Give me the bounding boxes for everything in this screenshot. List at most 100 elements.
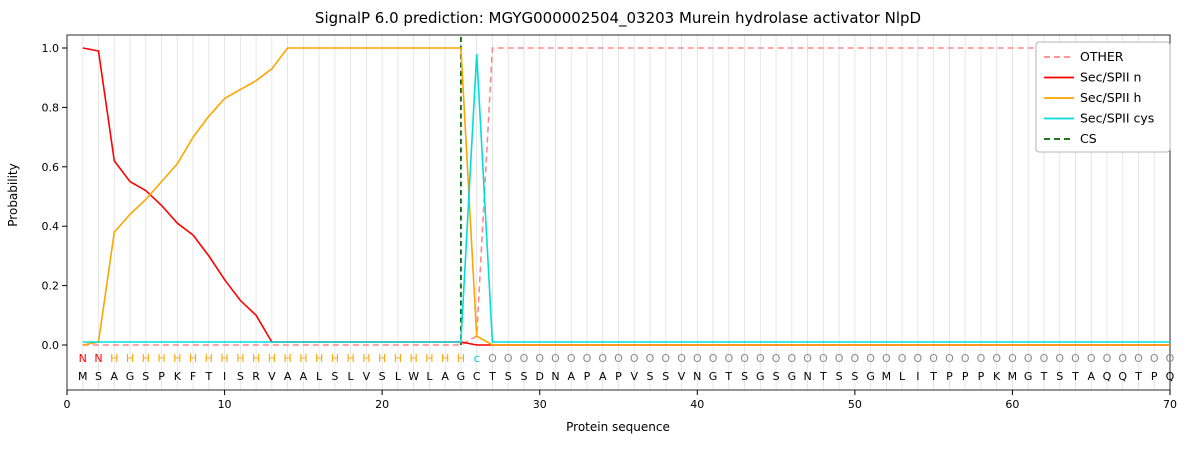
region-label: O: [1103, 352, 1112, 365]
region-label: N: [94, 352, 102, 365]
residue-letter: S: [505, 370, 512, 383]
residue-letter: T: [204, 370, 212, 383]
residue-letter: K: [174, 370, 182, 383]
region-label: O: [693, 352, 702, 365]
region-label: H: [331, 352, 339, 365]
residue-letter: G: [866, 370, 875, 383]
x-tick-label: 60: [1005, 398, 1019, 411]
y-axis-label: Probability: [6, 163, 20, 226]
region-label: O: [646, 352, 655, 365]
x-axis-ticks: 0 10 20 30 40 50 60 70: [64, 390, 1177, 411]
residue-letter: G: [457, 370, 466, 383]
region-label: O: [583, 352, 592, 365]
legend-entry-label: OTHER: [1080, 49, 1124, 64]
region-label: O: [1166, 352, 1175, 365]
region-label: H: [236, 352, 244, 365]
region-label: O: [787, 352, 796, 365]
y-axis-ticks: 0.0 0.2 0.4 0.6 0.8 1.0: [42, 42, 67, 352]
residue-letter: I: [916, 370, 919, 383]
residue-letter: A: [1087, 370, 1095, 383]
region-label: O: [1118, 352, 1127, 365]
gridlines: [82, 35, 1171, 390]
region-label: H: [268, 352, 276, 365]
sequence-letters: NMNSHAHGHSHPHKHFHTHIHSHRHVHAHAHLHSHLHVHS…: [78, 352, 1175, 383]
region-label: O: [709, 352, 718, 365]
residue-letter: K: [993, 370, 1001, 383]
residue-letter: P: [158, 370, 165, 383]
region-label: O: [1024, 352, 1033, 365]
residue-letter: D: [535, 370, 543, 383]
residue-letter: S: [741, 370, 748, 383]
region-label: O: [504, 352, 513, 365]
residue-letter: P: [584, 370, 591, 383]
chart-title: SignalP 6.0 prediction: MGYG000002504_03…: [315, 9, 921, 28]
region-label: H: [157, 352, 165, 365]
region-label: H: [220, 352, 228, 365]
residue-letter: M: [882, 370, 892, 383]
region-label: N: [79, 352, 87, 365]
residue-letter: G: [756, 370, 765, 383]
region-label: O: [835, 352, 844, 365]
x-tick-label: 40: [690, 398, 704, 411]
y-tick-label: 0.6: [42, 161, 60, 174]
residue-letter: N: [803, 370, 811, 383]
residue-letter: S: [142, 370, 149, 383]
residue-letter: A: [441, 370, 449, 383]
region-label: H: [362, 352, 370, 365]
region-label: O: [914, 352, 923, 365]
region-label: H: [252, 352, 260, 365]
residue-letter: V: [630, 370, 638, 383]
residue-letter: V: [363, 370, 371, 383]
region-label: O: [1040, 352, 1049, 365]
residue-letter: C: [473, 370, 481, 383]
x-tick-label: 20: [375, 398, 389, 411]
residue-letter: L: [395, 370, 402, 383]
legend-box: [1035, 41, 1171, 153]
plot-area: 0 10 20 30 40 50 60 700.00.20.40.60.81.0NMNSHAH…: [42, 34, 1177, 411]
region-label: O: [551, 352, 560, 365]
residue-letter: L: [316, 370, 323, 383]
region-label: O: [724, 352, 733, 365]
legend-entry-label: Sec/SPII h: [1080, 90, 1141, 105]
residue-letter: P: [962, 370, 969, 383]
region-label: H: [126, 352, 134, 365]
x-tick-label: 70: [1163, 398, 1177, 411]
legend-entry-label: CS: [1080, 131, 1097, 146]
residue-letter: S: [647, 370, 654, 383]
y-tick-label: 0.0: [42, 339, 60, 352]
region-label: H: [299, 352, 307, 365]
residue-letter: P: [978, 370, 985, 383]
region-label: H: [457, 352, 465, 365]
residue-letter: L: [348, 370, 355, 383]
residue-letter: S: [836, 370, 843, 383]
region-label: O: [772, 352, 781, 365]
residue-letter: M: [1008, 370, 1018, 383]
region-label: O: [851, 352, 860, 365]
x-tick-label: 30: [533, 398, 547, 411]
y-tick-label: 0.2: [42, 280, 60, 293]
region-label: H: [110, 352, 118, 365]
residue-letter: S: [1056, 370, 1063, 383]
region-label: H: [425, 352, 433, 365]
region-label: O: [961, 352, 970, 365]
residue-letter: S: [773, 370, 780, 383]
region-label: H: [142, 352, 150, 365]
residue-letter: T: [929, 370, 937, 383]
region-label: O: [882, 352, 891, 365]
region-label: O: [866, 352, 875, 365]
x-tick-label: 50: [848, 398, 862, 411]
region-label: O: [1008, 352, 1017, 365]
region-label: O: [661, 352, 670, 365]
region-label: O: [677, 352, 686, 365]
residue-letter: V: [268, 370, 276, 383]
region-label: O: [756, 352, 765, 365]
region-label: O: [977, 352, 986, 365]
residue-letter: A: [284, 370, 292, 383]
region-label: O: [1134, 352, 1143, 365]
residue-letter: N: [551, 370, 559, 383]
region-label: O: [992, 352, 1001, 365]
region-label: H: [189, 352, 197, 365]
residue-letter: T: [1134, 370, 1142, 383]
